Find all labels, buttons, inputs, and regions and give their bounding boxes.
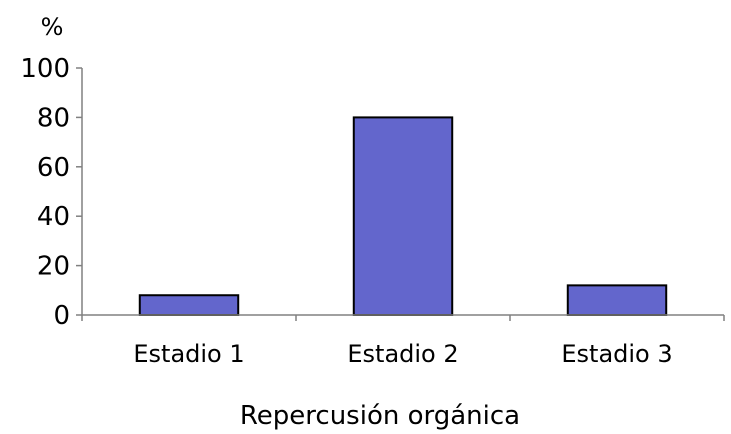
y-tick-label: 60 bbox=[37, 153, 70, 183]
x-category-label: Estadio 1 bbox=[133, 340, 244, 368]
x-category-label: Estadio 3 bbox=[561, 340, 672, 368]
x-axis-title: Repercusión orgánica bbox=[240, 401, 520, 431]
y-tick-label: 100 bbox=[20, 54, 70, 84]
y-tick-label: 0 bbox=[53, 301, 70, 331]
bars-group bbox=[138, 116, 668, 317]
bar-estadio-3 bbox=[566, 284, 668, 316]
y-tick-label: 20 bbox=[37, 252, 70, 282]
y-axis-ticks: 0 20 40 60 80 100 bbox=[20, 54, 82, 331]
x-axis-ticks bbox=[81, 315, 725, 321]
x-axis-category-labels: Estadio 1 Estadio 2 Estadio 3 bbox=[133, 340, 672, 368]
x-category-label: Estadio 2 bbox=[347, 340, 458, 368]
bar-estadio-2 bbox=[352, 116, 454, 317]
bar-estadio-1 bbox=[138, 294, 240, 316]
y-tick-label: 80 bbox=[37, 103, 70, 133]
y-tick-label: 40 bbox=[37, 202, 70, 232]
y-axis-unit-label: % bbox=[41, 13, 64, 41]
